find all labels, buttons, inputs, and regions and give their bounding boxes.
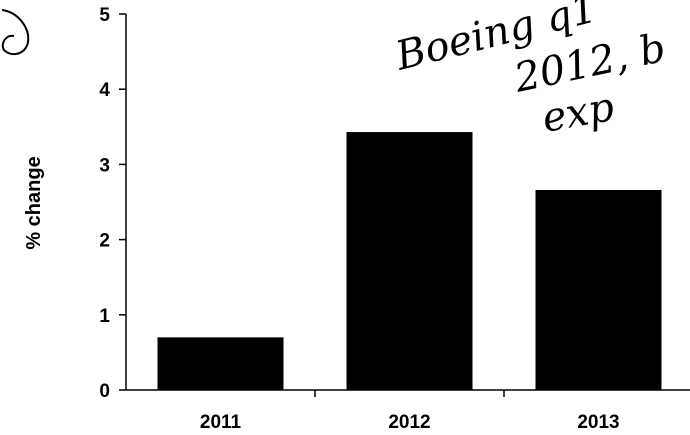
x-ticks: 2011 2012 2013 [200, 390, 620, 433]
x-tick-label: 2013 [577, 412, 619, 433]
y-ticks: 0 1 2 3 4 5 [99, 5, 126, 402]
scribble-mark [1, 9, 30, 56]
y-axis-title: % change [23, 156, 45, 249]
bar-2012 [346, 132, 473, 390]
bar-2013 [535, 189, 662, 390]
x-tick-label: 2011 [200, 412, 242, 433]
y-tick-label: 5 [99, 5, 110, 26]
y-tick-label: 3 [99, 155, 110, 176]
handwritten-annotation: Boeing q1 2012, b exp [390, 0, 669, 142]
y-tick-label: 1 [99, 306, 110, 327]
y-tick-label: 2 [99, 231, 110, 252]
bars [157, 132, 662, 390]
y-tick-label: 0 [99, 381, 110, 402]
y-tick-label: 4 [99, 80, 110, 101]
bar-2011 [157, 337, 284, 390]
x-tick-label: 2012 [388, 412, 430, 433]
